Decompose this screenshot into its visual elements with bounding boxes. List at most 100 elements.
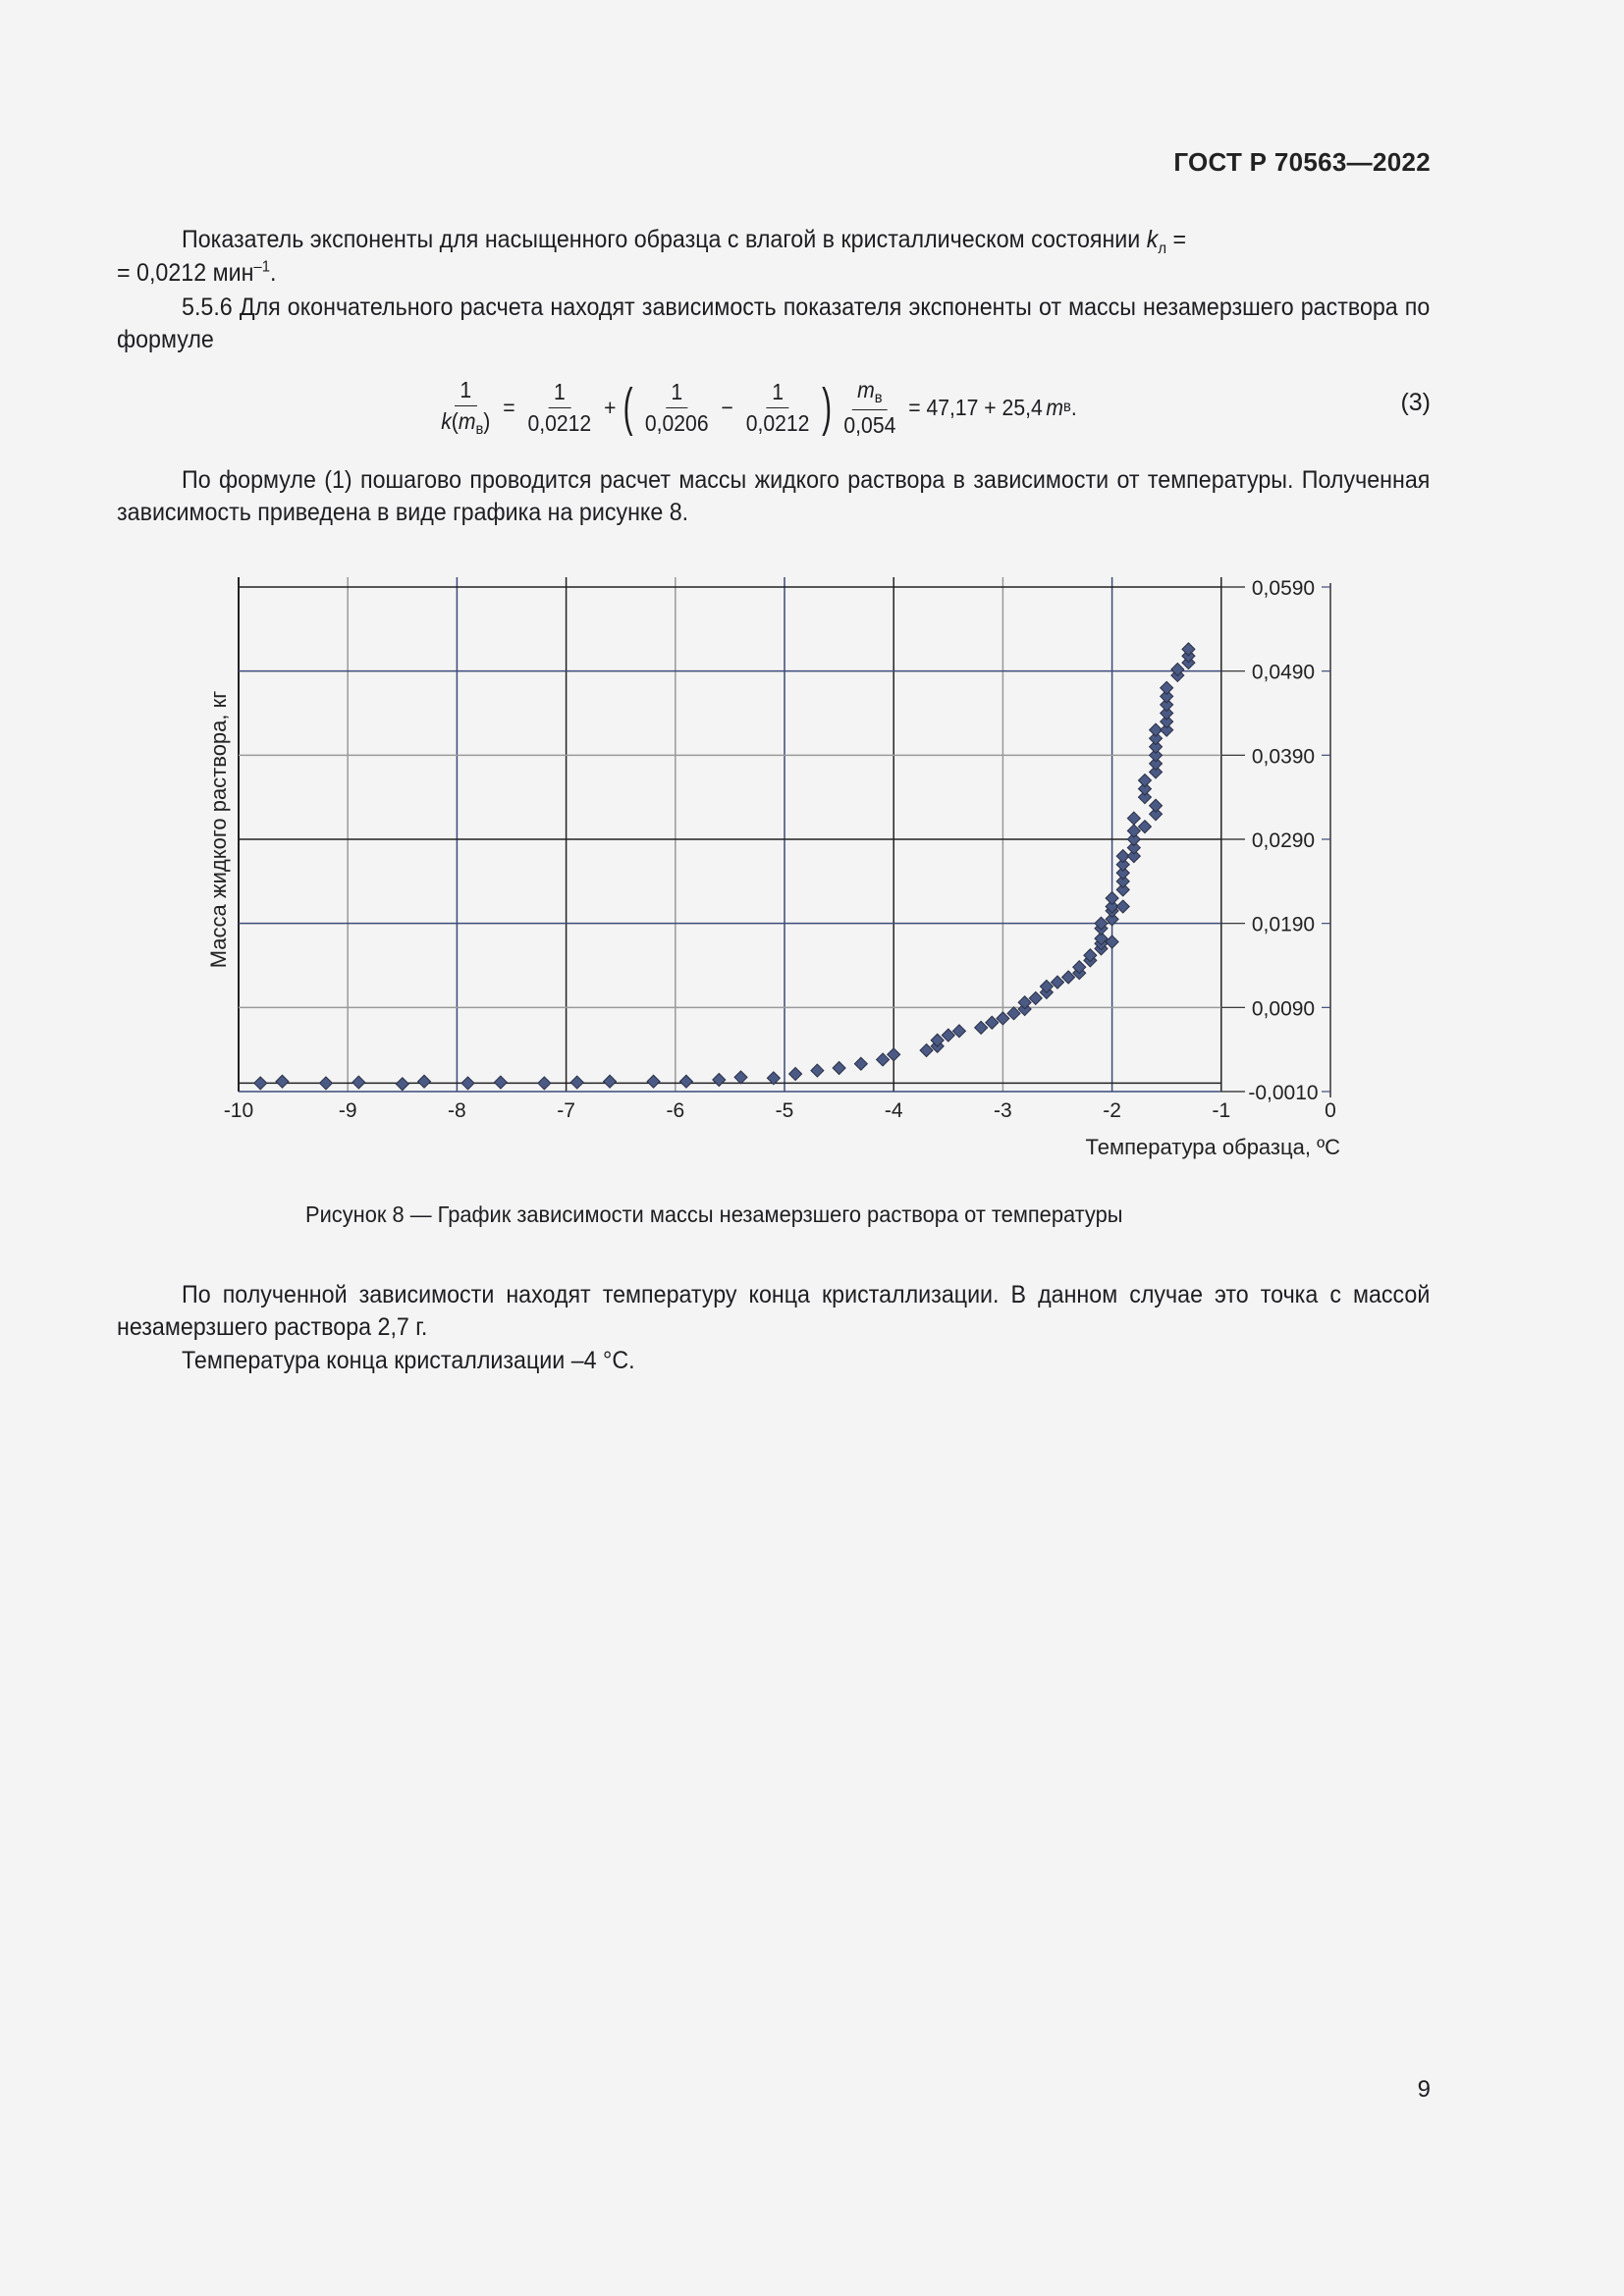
x-tick-label: -4	[885, 1099, 903, 1122]
data-point-diamond	[1148, 765, 1164, 779]
data-points	[253, 642, 1196, 1092]
k-symbol: k	[1146, 226, 1159, 253]
data-point-diamond	[1072, 960, 1087, 975]
data-point-diamond	[678, 1074, 694, 1089]
data-point-diamond	[1050, 975, 1065, 989]
data-point-diamond	[1039, 979, 1055, 994]
data-point-diamond	[1126, 848, 1142, 864]
data-point-diamond	[1060, 970, 1076, 985]
data-point-diamond	[973, 1020, 989, 1036]
x-tick-label: -2	[1103, 1099, 1121, 1122]
paragraph-text: Показатель экспоненты для насыщенного об…	[182, 226, 1147, 253]
paragraph-exponent-saturated: Показатель экспоненты для насыщенного об…	[117, 224, 1430, 257]
y-tick-label: 0,0390	[1252, 745, 1315, 768]
y-tick-label: 0,0590	[1252, 577, 1315, 600]
data-point-diamond	[416, 1074, 432, 1089]
data-point-diamond	[1159, 722, 1174, 737]
x-axis-label: Температура образца, ºС	[1086, 1135, 1341, 1159]
data-point-diamond	[853, 1056, 869, 1071]
x-axis-ticks: -10 -9 -8 -7 -6 -5 -4 -3 -2 -1 0	[224, 1099, 1336, 1122]
numerator: 1	[766, 379, 789, 408]
data-point-diamond	[1137, 773, 1153, 788]
data-point-diamond	[1105, 912, 1119, 927]
m-symbol: m	[1046, 394, 1064, 420]
data-point-diamond	[787, 1066, 803, 1082]
data-point-diamond	[1159, 689, 1174, 704]
x-tick-label: -1	[1212, 1099, 1230, 1122]
unit-exponent: –1	[253, 258, 270, 276]
scatter-chart: -10 -9 -8 -7 -6 -5 -4 -3 -2 -1 0 -0,00100,00900,01…	[206, 577, 1341, 1159]
data-point-diamond	[1083, 948, 1098, 963]
data-point-diamond	[1115, 857, 1130, 872]
data-point-diamond	[1105, 934, 1119, 949]
data-point-diamond	[1148, 807, 1164, 822]
data-point-diamond	[1126, 824, 1142, 838]
numerator: 1	[454, 377, 477, 406]
m-symbol: m	[857, 376, 875, 402]
data-point-diamond	[766, 1071, 782, 1086]
data-point-diamond	[930, 1033, 945, 1047]
result-expression: = 47,17 + 25,4	[908, 394, 1043, 420]
equals-sign: =	[1166, 226, 1187, 253]
x-tick-label: -3	[994, 1099, 1012, 1122]
data-point-diamond	[1148, 730, 1164, 746]
data-point-diamond	[886, 1047, 901, 1062]
data-point-diamond	[1094, 916, 1109, 931]
period: .	[1070, 394, 1077, 420]
data-point-diamond	[810, 1063, 825, 1078]
data-point-diamond	[1006, 1006, 1021, 1021]
y-tick-label: 0,0490	[1252, 662, 1315, 684]
m-subscript: в	[874, 389, 883, 406]
denominator: 0,0212	[745, 409, 810, 436]
y-tick-label: 0,0190	[1252, 914, 1315, 936]
paragraph-calculation: По формуле (1) пошагово проводится расче…	[117, 466, 1431, 526]
fraction-lhs: 1 k(mв)	[436, 377, 496, 439]
data-point-diamond	[1159, 680, 1174, 696]
numerator: mв	[851, 376, 889, 410]
y-axis-label: Масса жидкого раствора, кг	[206, 691, 231, 969]
data-point-diamond	[537, 1076, 552, 1091]
y-tick-label: -0,0010	[1248, 1082, 1318, 1104]
data-point-diamond	[395, 1077, 410, 1092]
fraction-4: mв 0,054	[839, 377, 901, 439]
x-tick-label: -7	[557, 1099, 575, 1122]
numerator: 1	[665, 379, 688, 408]
m-subscript: в	[1063, 399, 1071, 415]
data-point-diamond	[985, 1015, 1000, 1030]
denominator: k(mв)	[441, 407, 491, 438]
data-point-diamond	[951, 1024, 967, 1039]
data-point-diamond	[1017, 994, 1032, 1010]
data-point-diamond	[1148, 739, 1164, 754]
open-paren: (	[623, 378, 633, 437]
data-point-diamond	[1094, 931, 1109, 946]
x-tick-label: -6	[666, 1099, 684, 1122]
fraction-3: 1 0,0212	[740, 379, 815, 437]
equals-sign: =	[503, 394, 515, 420]
x-tick-label: 0	[1325, 1099, 1336, 1122]
data-point-diamond	[1115, 874, 1130, 889]
data-point-diamond	[1170, 662, 1185, 677]
data-point-diamond	[1159, 697, 1174, 713]
paragraph-section-5-5-6: 5.5.6 Для окончательного расчета находят…	[117, 294, 1431, 353]
fraction-1: 1 0,0212	[522, 379, 597, 437]
chart-grid	[238, 577, 1331, 1097]
data-point-diamond	[352, 1075, 366, 1090]
denominator: 0,054	[843, 411, 896, 438]
period: .	[269, 259, 277, 287]
y-tick-label: 0,0290	[1252, 829, 1315, 852]
y-tick-label: 0,0090	[1252, 997, 1315, 1020]
data-point-diamond	[875, 1052, 891, 1067]
data-point-diamond	[1028, 990, 1043, 1006]
data-point-diamond	[1137, 781, 1153, 796]
data-point-diamond	[1159, 706, 1174, 721]
paragraph-conclusion: По полученной зависимости находят темпер…	[117, 1281, 1431, 1341]
data-point-diamond	[493, 1075, 509, 1090]
page-number: 9	[1417, 2076, 1431, 2103]
data-point-diamond	[1159, 714, 1174, 729]
data-point-diamond	[1115, 866, 1130, 881]
paragraph-end-temperature: Температура конца кристаллизации –4 °C.	[182, 1347, 635, 1374]
fraction-2: 1 0,0206	[639, 379, 714, 437]
m-symbol: m	[458, 407, 476, 434]
numerator: 1	[548, 379, 571, 408]
data-point-diamond	[1126, 831, 1142, 847]
